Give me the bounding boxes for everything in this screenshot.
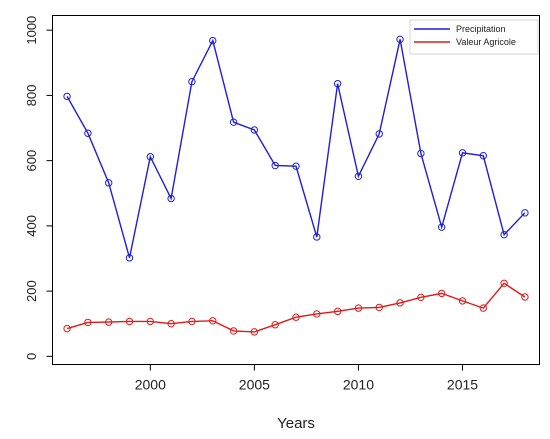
y-tick-label: 200 <box>24 280 39 302</box>
data-point-precipitation <box>458 149 467 157</box>
data-point-valeur-agricole <box>146 317 155 326</box>
y-tick-label: 400 <box>24 215 39 237</box>
y-tick-label: 800 <box>24 85 39 107</box>
data-point-precipitation <box>333 79 342 88</box>
data-point-precipitation <box>500 230 508 239</box>
x-tick-label: 2000 <box>135 377 166 393</box>
data-point-valeur-agricole <box>250 328 259 336</box>
data-point-precipitation <box>437 223 446 231</box>
data-point-valeur-agricole <box>292 313 300 321</box>
data-point-precipitation <box>521 209 529 217</box>
series-layer <box>63 35 529 336</box>
series-line-precipitation <box>66 38 526 258</box>
data-point-valeur-agricole <box>333 307 342 316</box>
x-axis: 2000 2005 2010 2015 <box>135 364 478 393</box>
data-point-precipitation <box>146 153 155 161</box>
series-valeur-agricole <box>63 279 529 336</box>
data-point-valeur-agricole <box>229 327 238 335</box>
y-axis: 0 200 400 600 800 1000 <box>24 16 53 360</box>
data-point-precipitation <box>167 194 175 203</box>
data-point-valeur-agricole <box>271 321 279 329</box>
data-point-valeur-agricole <box>188 317 196 326</box>
data-point-valeur-agricole <box>375 303 383 312</box>
data-point-precipitation <box>125 254 134 262</box>
series-precipitation <box>63 35 529 262</box>
data-point-precipitation <box>417 149 425 158</box>
x-tick-label: 2005 <box>239 377 270 393</box>
data-point-valeur-agricole <box>167 320 175 328</box>
data-point-precipitation <box>250 126 259 134</box>
x-axis-label: Years <box>277 415 315 432</box>
data-point-valeur-agricole <box>209 317 217 325</box>
y-tick-label: 1000 <box>24 16 39 45</box>
data-point-precipitation <box>375 130 383 138</box>
data-point-valeur-agricole <box>417 293 425 302</box>
legend-box <box>409 19 539 55</box>
data-point-valeur-agricole <box>104 318 113 326</box>
y-tick-label: 600 <box>24 150 39 172</box>
x-tick-label: 2015 <box>447 377 478 393</box>
data-point-valeur-agricole <box>437 289 446 298</box>
y-tick-label: 0 <box>24 353 39 360</box>
data-point-precipitation <box>479 152 488 160</box>
data-point-valeur-agricole <box>479 304 488 312</box>
data-point-valeur-agricole <box>458 297 467 305</box>
legend-label: Precipitation <box>456 24 506 34</box>
data-point-precipitation <box>229 118 238 126</box>
data-point-precipitation <box>354 172 363 181</box>
data-point-valeur-agricole <box>396 299 404 307</box>
data-point-precipitation <box>84 129 92 137</box>
data-point-precipitation <box>188 78 196 86</box>
data-point-precipitation <box>104 179 113 187</box>
data-point-valeur-agricole <box>500 279 508 287</box>
legend: Precipitation Valeur Agricole <box>409 19 539 55</box>
data-point-valeur-agricole <box>125 317 134 326</box>
data-point-valeur-agricole <box>84 318 92 327</box>
data-point-valeur-agricole <box>354 304 363 312</box>
x-tick-label: 2010 <box>343 377 374 393</box>
data-point-valeur-agricole <box>313 310 321 318</box>
series-line-valeur-agricole <box>66 282 526 333</box>
data-point-precipitation <box>313 233 321 241</box>
data-point-valeur-agricole <box>63 324 71 333</box>
data-point-precipitation <box>63 92 71 101</box>
data-point-valeur-agricole <box>521 293 529 301</box>
plot-frame <box>52 15 540 365</box>
legend-label: Valeur Agricole <box>456 37 516 47</box>
data-point-precipitation <box>292 162 300 170</box>
data-point-precipitation <box>209 36 217 45</box>
data-point-precipitation <box>396 35 404 44</box>
data-point-precipitation <box>271 161 279 170</box>
